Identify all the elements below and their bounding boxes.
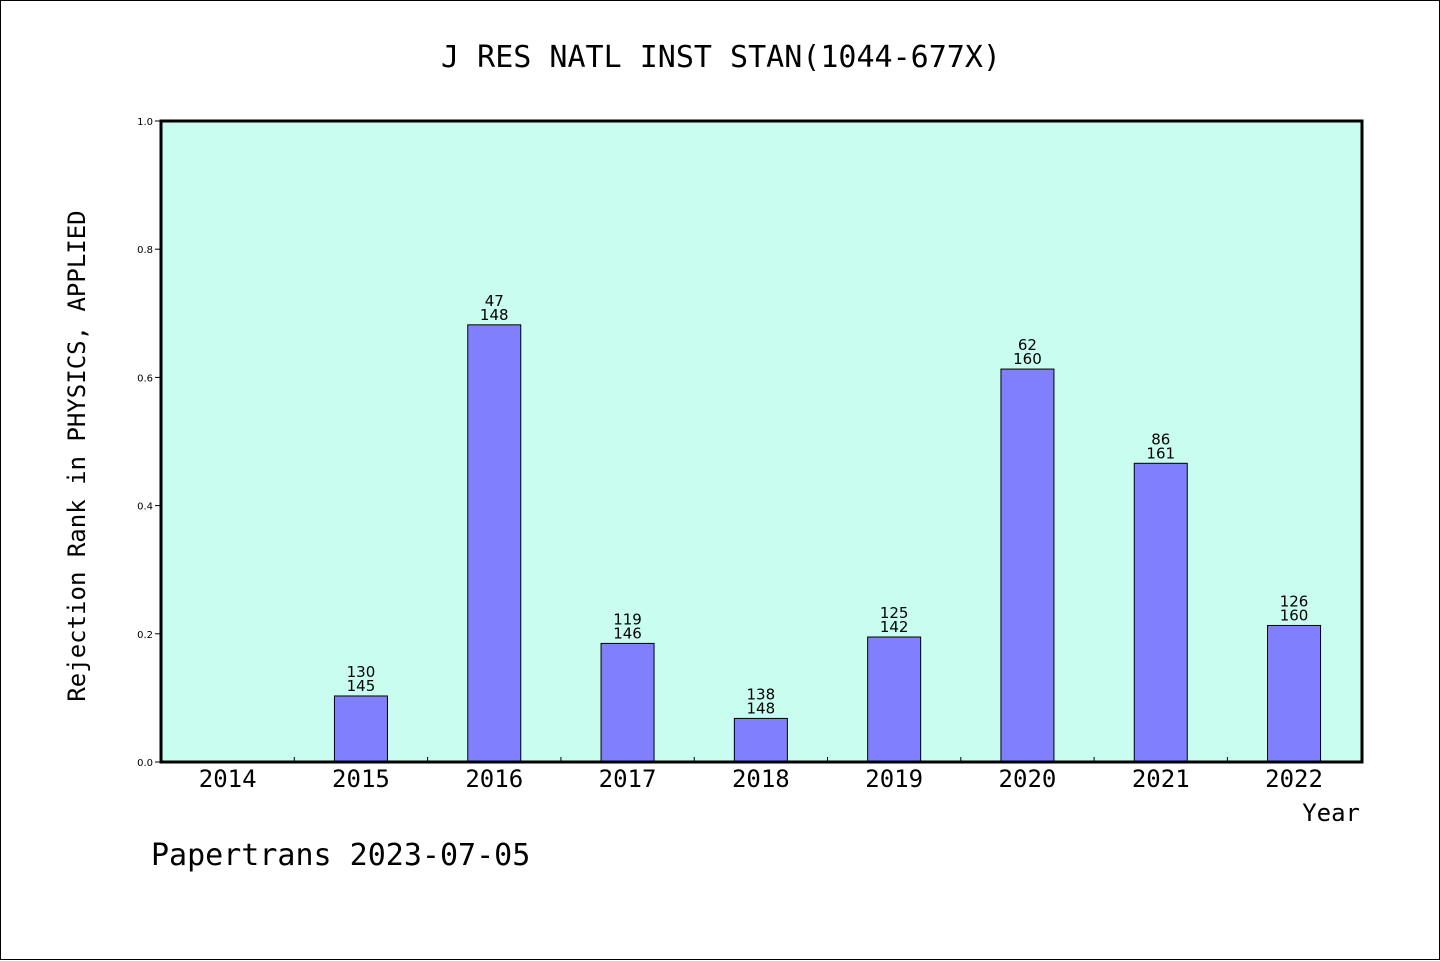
x-tick-label: 2014	[199, 765, 257, 793]
x-axis-title: Year	[1302, 799, 1360, 827]
data-label-total: 160	[1280, 606, 1309, 624]
bar	[600, 642, 655, 763]
bar	[733, 717, 788, 763]
x-tick-label: 2020	[999, 765, 1057, 793]
data-label-rank: 47	[485, 292, 504, 310]
y-tick-label: 1.0	[137, 117, 153, 128]
data-label-rank: 126	[1280, 592, 1309, 610]
data-label-rank: 119	[613, 610, 642, 628]
y-tick-label: 0.2	[137, 630, 153, 641]
data-label-rank: 62	[1018, 336, 1037, 354]
data-label-rank: 125	[880, 604, 909, 622]
data-label-total: 148	[480, 306, 509, 324]
bar	[333, 695, 388, 763]
data-labels: 1301454714811914613814812514262160861611…	[347, 292, 1309, 718]
y-axis: 0.0 0.2 0.4 0.6 0.8 1.0	[137, 117, 161, 769]
data-label-total: 148	[747, 699, 776, 717]
data-label-total: 161	[1146, 444, 1175, 462]
bar	[1133, 462, 1188, 763]
bar	[1267, 624, 1322, 763]
data-label-total: 142	[880, 618, 909, 636]
y-tick-label: 0.4	[137, 502, 153, 513]
x-tick-label: 2016	[465, 765, 523, 793]
x-tick-label: 2019	[865, 765, 923, 793]
bar	[867, 636, 922, 763]
bar	[467, 324, 522, 763]
x-tick-label: 2017	[599, 765, 657, 793]
y-tick-label: 0.0	[137, 758, 153, 769]
footer-credit: Papertrans 2023-07-05	[151, 838, 530, 873]
data-label-total: 146	[613, 624, 642, 642]
x-tick-label: 2015	[332, 765, 390, 793]
bar-series	[333, 324, 1322, 763]
plot-border	[159, 119, 1364, 764]
x-axis: 2014 2015 2016 2017 2018 2019 2020 2021 2022	[199, 757, 1323, 793]
y-axis-title: Rejection Rank in PHYSICS, APPLIED	[63, 210, 91, 701]
x-tick-label: 2022	[1265, 765, 1323, 793]
data-label-rank: 86	[1151, 430, 1170, 448]
chart-title: J RES NATL INST STAN(1044-677X)	[441, 40, 1001, 75]
bar	[1000, 368, 1055, 763]
data-label-rank: 130	[347, 663, 376, 681]
data-label-total: 145	[347, 677, 376, 695]
data-label-total: 160	[1013, 350, 1042, 368]
data-label-rank: 138	[747, 685, 776, 703]
y-tick-label: 0.8	[137, 245, 153, 256]
y-tick-label: 0.6	[137, 373, 153, 384]
x-tick-label: 2021	[1132, 765, 1190, 793]
x-tick-label: 2018	[732, 765, 790, 793]
